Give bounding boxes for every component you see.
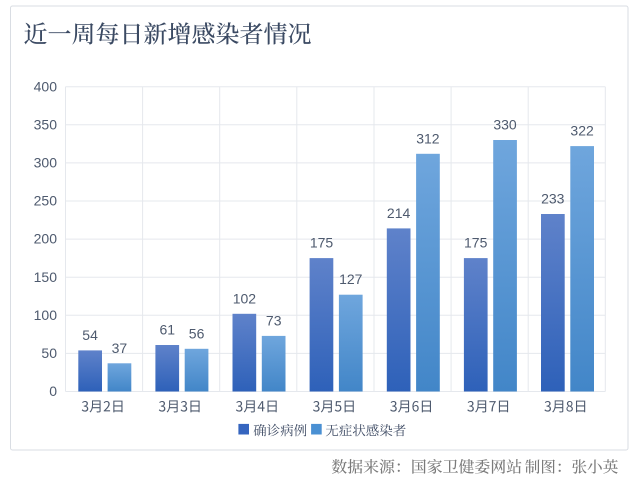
svg-text:312: 312 <box>416 130 440 146</box>
svg-text:37: 37 <box>112 340 128 356</box>
svg-text:250: 250 <box>34 193 58 209</box>
svg-text:61: 61 <box>160 322 176 338</box>
svg-text:175: 175 <box>310 235 334 251</box>
svg-text:150: 150 <box>34 269 58 285</box>
svg-text:54: 54 <box>82 327 98 343</box>
svg-text:400: 400 <box>34 78 58 94</box>
svg-text:0: 0 <box>49 383 57 399</box>
svg-text:56: 56 <box>189 325 205 341</box>
svg-text:214: 214 <box>387 205 411 221</box>
svg-text:127: 127 <box>339 271 363 287</box>
svg-text:322: 322 <box>570 123 594 139</box>
svg-text:100: 100 <box>34 307 58 323</box>
svg-text:175: 175 <box>464 235 488 251</box>
svg-text:200: 200 <box>34 231 58 247</box>
svg-text:73: 73 <box>266 312 282 328</box>
svg-text:330: 330 <box>493 117 517 133</box>
svg-text:300: 300 <box>34 155 58 171</box>
svg-text:102: 102 <box>233 290 257 306</box>
svg-text:233: 233 <box>541 191 565 207</box>
svg-text:50: 50 <box>41 345 57 361</box>
svg-text:350: 350 <box>34 116 58 132</box>
